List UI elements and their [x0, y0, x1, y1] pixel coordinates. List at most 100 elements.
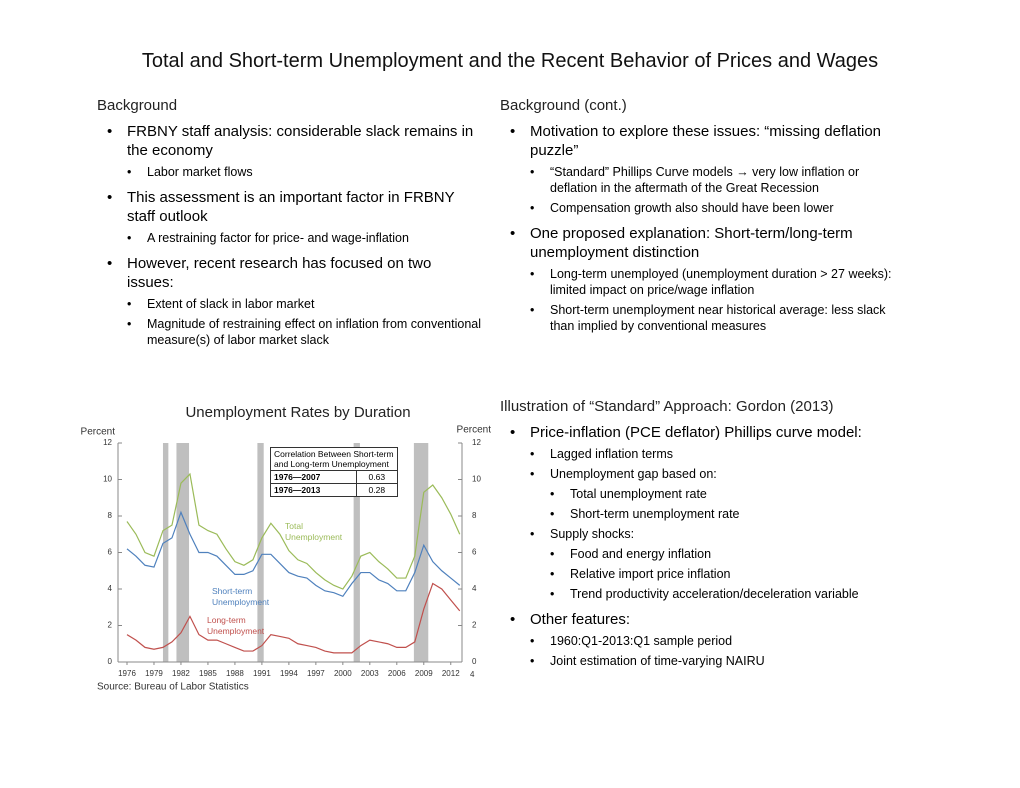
bullet-item: Short-term unemployment rate	[550, 506, 900, 522]
source: Source: Bureau of Labor Statistics	[97, 682, 249, 693]
y2-tick-label: 8	[472, 511, 477, 520]
bullet-text: Short-term unemployment near historical …	[550, 303, 886, 333]
x-tick-label: 1976	[118, 669, 136, 678]
bullet-list: Labor market flows	[127, 164, 482, 180]
bullet-item: This assessment is an important factor i…	[97, 188, 482, 246]
bullet-item: 1960:Q1-2013:Q1 sample period	[530, 633, 900, 649]
y2-axis-label: Percent	[457, 425, 492, 436]
bullet-list: A restraining factor for price- and wage…	[127, 230, 482, 246]
bullet-text: Price-inflation (PCE deflator) Phillips …	[530, 424, 862, 441]
recession-shade	[353, 443, 360, 662]
bullet-text: Other features:	[530, 611, 631, 628]
bullet-list: Lagged inflation terms Unemployment gap b…	[530, 446, 900, 602]
bullet-item: Price-inflation (PCE deflator) Phillips …	[500, 423, 900, 602]
bullet-list: Extent of slack in labor market Magnitude…	[127, 296, 482, 348]
bullet-item: Relative import price inflation	[550, 566, 900, 582]
x-tick-label: 1988	[226, 669, 244, 678]
y2-tick-label: 0	[472, 657, 477, 666]
bullet-item: Food and energy inflation	[550, 546, 900, 562]
y-tick-label: 12	[103, 438, 112, 447]
series-label: Long-term Unemployment	[207, 615, 265, 636]
bullet-text: Supply shocks:	[550, 527, 635, 541]
series-line	[126, 510, 461, 598]
x-tick-label: 2003	[361, 669, 379, 678]
bullet-list: Long-term unemployed (unemployment durat…	[530, 266, 895, 334]
y-tick-label: 2	[108, 621, 113, 630]
x-tick-label: 1991	[253, 669, 271, 678]
series-line	[126, 472, 461, 590]
page-number: 4	[470, 670, 475, 679]
bullet-text: One proposed explanation: Short-term/lon…	[530, 225, 853, 261]
x-tick-label: 1979	[145, 669, 163, 678]
bullet-item: Compensation growth also should have bee…	[530, 200, 895, 216]
bullet-item: “Standard” Phillips Curve models → very …	[530, 164, 895, 196]
bullet-item: One proposed explanation: Short-term/lon…	[500, 224, 895, 334]
bullet-list: Price-inflation (PCE deflator) Phillips …	[500, 423, 900, 669]
series-label: Short-term Unemployment	[212, 586, 270, 607]
bullet-text: 1960:Q1-2013:Q1 sample period	[550, 634, 733, 648]
table-title: Correlation Between Short-term and Long-…	[270, 447, 398, 471]
bullet-text: “Standard” Phillips Curve models → very …	[550, 165, 860, 195]
bullet-text: Motivation to explore these issues: “mis…	[530, 123, 882, 159]
x-tick-label: 2006	[388, 669, 406, 678]
bullet-item: Labor market flows	[127, 164, 482, 180]
bullet-text: Trend productivity acceleration/decelera…	[570, 587, 859, 601]
bullet-item: Total unemployment rate	[550, 486, 900, 502]
bullet-list: “Standard” Phillips Curve models → very …	[530, 164, 895, 216]
bullet-item: Other features: 1960:Q1-2013:Q1 sample pe…	[500, 610, 900, 669]
bullet-item: Lagged inflation terms	[530, 446, 900, 462]
bullet-item: However, recent research has focused on …	[97, 254, 482, 348]
x-tick-label: 2012	[442, 669, 460, 678]
panel-heading: Background (cont.)	[500, 97, 627, 114]
bullet-list: Motivation to explore these issues: “mis…	[500, 122, 895, 334]
right-panel: Background (cont.) Motivation to explore…	[500, 97, 895, 334]
y-tick-label: 10	[103, 475, 112, 484]
bullet-text: Magnitude of restraining effect on infla…	[147, 317, 481, 347]
bullet-item: Long-term unemployed (unemployment durat…	[530, 266, 895, 298]
bullet-text: Unemployment gap based on:	[550, 467, 717, 481]
x-tick-label: 2009	[415, 669, 433, 678]
bullet-list: FRBNY staff analysis: considerable slack…	[97, 122, 482, 348]
bullet-item: Motivation to explore these issues: “mis…	[500, 122, 895, 216]
y-axis-label: Percent	[81, 427, 116, 438]
bullet-item: Extent of slack in labor market	[127, 296, 482, 312]
y2-tick-label: 12	[472, 438, 481, 447]
chart-title: Unemployment Rates by Duration	[185, 404, 410, 421]
bullet-text: Labor market flows	[147, 165, 253, 179]
correlation-table: Correlation Between Short-term and Long-…	[270, 447, 399, 497]
series-line	[126, 582, 461, 654]
bullet-text: Total unemployment rate	[570, 487, 707, 501]
bullet-text: Short-term unemployment rate	[570, 507, 740, 521]
table-cell: 0.28	[355, 483, 399, 497]
bullet-text: Long-term unemployed (unemployment durat…	[550, 267, 892, 297]
bullet-list: 1960:Q1-2013:Q1 sample period Joint estim…	[530, 633, 900, 669]
bullet-text: Joint estimation of time-varying NAIRU	[550, 654, 765, 668]
bullet-text: Lagged inflation terms	[550, 447, 673, 461]
recession-shade	[257, 443, 264, 662]
bullet-item: A restraining factor for price- and wage…	[127, 230, 482, 246]
bullet-text: FRBNY staff analysis: considerable slack…	[127, 123, 474, 159]
bullet-text: Extent of slack in labor market	[147, 297, 315, 311]
bottom-right-panel: Illustration of “Standard” Approach: Gor…	[500, 398, 900, 669]
y-tick-label: 8	[108, 511, 113, 520]
table-cell: 1976—2007	[270, 470, 357, 484]
left-panel: Background FRBNY staff analysis: conside…	[97, 97, 482, 348]
panel-heading: Illustration of “Standard” Approach: Gor…	[500, 398, 834, 415]
bullet-item: FRBNY staff analysis: considerable slack…	[97, 122, 482, 180]
y-tick-label: 0	[108, 657, 113, 666]
bullet-item: Trend productivity acceleration/decelera…	[550, 586, 900, 602]
bullet-text: A restraining factor for price- and wage…	[147, 231, 409, 245]
page-title: Total and Short-term Unemployment and th…	[141, 50, 879, 72]
bullet-list: Food and energy inflation Relative import…	[550, 546, 900, 602]
y-tick-label: 6	[108, 548, 113, 557]
bullet-text: Compensation growth also should have bee…	[550, 201, 834, 215]
x-tick-label: 2000	[334, 669, 352, 678]
x-tick-label: 1994	[280, 669, 298, 678]
y2-tick-label: 2	[472, 621, 477, 630]
bullet-text: Relative import price inflation	[570, 567, 731, 581]
bullet-item: Supply shocks: Food and energy inflation R…	[530, 526, 900, 602]
x-tick-label: 1982	[172, 669, 190, 678]
bullet-item: Magnitude of restraining effect on infla…	[127, 316, 482, 348]
